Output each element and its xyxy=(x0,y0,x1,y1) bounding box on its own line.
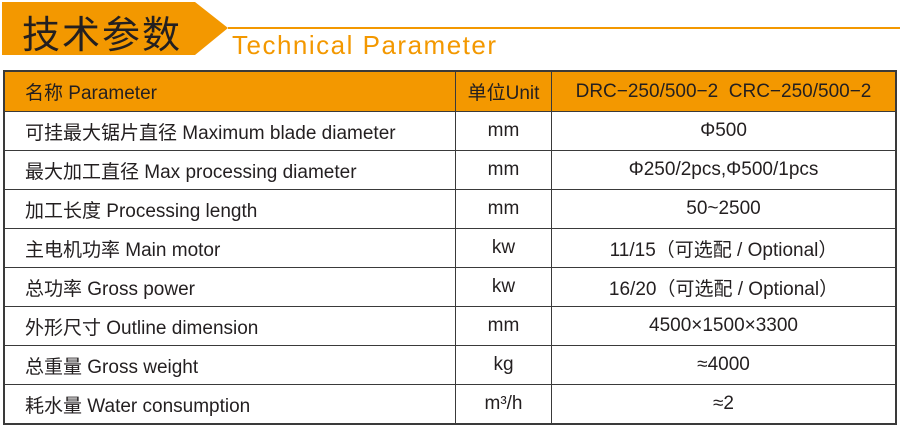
table-header: 名称 Parameter 单位Unit DRC−250/500−2 CRC−25… xyxy=(3,70,897,112)
table-row: 总功率 Gross power kw 16/20（可选配 / Optional） xyxy=(3,267,897,307)
value-cell: 11/15（可选配 / Optional） xyxy=(551,228,897,268)
parameter-cell: 总功率 Gross power xyxy=(3,267,456,307)
unit-cell: mm xyxy=(455,306,552,346)
value-cell: ≈4000 xyxy=(551,345,897,385)
table-row: 主电机功率 Main motor kw 11/15（可选配 / Optional） xyxy=(3,228,897,268)
column-header: 名称 Parameter xyxy=(3,70,456,112)
value-cell: Φ500 xyxy=(551,111,897,151)
parameter-cell: 最大加工直径 Max processing diameter xyxy=(3,150,456,190)
unit-cell: kw xyxy=(455,267,552,307)
unit-cell: mm xyxy=(455,189,552,229)
parameter-cell: 总重量 Gross weight xyxy=(3,345,456,385)
unit-cell: mm xyxy=(455,150,552,190)
value-cell: 4500×1500×3300 xyxy=(551,306,897,346)
column-header: DRC−250/500−2 CRC−250/500−2 xyxy=(551,70,897,112)
table-row: 耗水量 Water consumption m³/h ≈2 xyxy=(3,384,897,425)
value-cell: ≈2 xyxy=(551,384,897,425)
unit-cell: kg xyxy=(455,345,552,385)
page-title-en: Technical Parameter xyxy=(232,30,498,60)
spec-table: 名称 Parameter 单位Unit DRC−250/500−2 CRC−25… xyxy=(3,70,897,425)
table-row: 外形尺寸 Outline dimension mm 4500×1500×3300 xyxy=(3,306,897,346)
parameter-cell: 耗水量 Water consumption xyxy=(3,384,456,425)
parameter-cell: 主电机功率 Main motor xyxy=(3,228,456,268)
value-cell: 16/20（可选配 / Optional） xyxy=(551,267,897,307)
parameter-cell: 加工长度 Processing length xyxy=(3,189,456,229)
unit-cell: kw xyxy=(455,228,552,268)
title-rule xyxy=(228,27,900,29)
value-cell: 50~2500 xyxy=(551,189,897,229)
title-banner xyxy=(2,2,228,55)
unit-cell: m³/h xyxy=(455,384,552,425)
table-row: 最大加工直径 Max processing diameter mm Φ250/2pc… xyxy=(3,150,897,190)
column-header: 单位Unit xyxy=(455,70,552,112)
page-title-cn: 技术参数 xyxy=(22,13,183,57)
parameter-cell: 可挂最大锯片直径 Maximum blade diameter xyxy=(3,111,456,151)
table-row: 加工长度 Processing length mm 50~2500 xyxy=(3,189,897,229)
table-row: 可挂最大锯片直径 Maximum blade diameter mm Φ500 xyxy=(3,111,897,151)
unit-cell: mm xyxy=(455,111,552,151)
parameter-cell: 外形尺寸 Outline dimension xyxy=(3,306,456,346)
value-cell: Φ250/2pcs,Φ500/1pcs xyxy=(551,150,897,190)
table-row: 总重量 Gross weight kg ≈4000 xyxy=(3,345,897,385)
